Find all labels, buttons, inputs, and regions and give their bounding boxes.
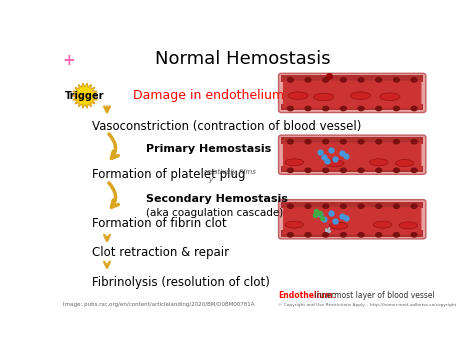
- FancyBboxPatch shape: [282, 230, 423, 237]
- Text: Formation of fibrin clot: Formation of fibrin clot: [92, 217, 227, 230]
- Text: Fibrinolysis (resolution of clot): Fibrinolysis (resolution of clot): [92, 276, 270, 289]
- Circle shape: [305, 233, 311, 237]
- Circle shape: [305, 140, 311, 144]
- Circle shape: [305, 78, 311, 82]
- FancyBboxPatch shape: [279, 135, 426, 174]
- Circle shape: [393, 78, 400, 82]
- Text: © Copyright and Use Restrictions Apply – http://homer.med.ualberta.ca/copyright: © Copyright and Use Restrictions Apply –…: [278, 303, 456, 306]
- Ellipse shape: [399, 222, 418, 229]
- Text: (aka coagulation cascade): (aka coagulation cascade): [146, 208, 283, 218]
- Text: Secondary Hemostasis: Secondary Hemostasis: [146, 194, 287, 204]
- Circle shape: [323, 140, 328, 144]
- FancyBboxPatch shape: [282, 75, 423, 82]
- Circle shape: [376, 78, 382, 82]
- Ellipse shape: [285, 159, 303, 166]
- Circle shape: [376, 233, 382, 237]
- Circle shape: [358, 204, 364, 208]
- Text: y: y: [208, 177, 212, 183]
- Circle shape: [287, 168, 293, 172]
- FancyBboxPatch shape: [282, 166, 423, 172]
- FancyBboxPatch shape: [279, 200, 426, 239]
- Ellipse shape: [374, 221, 392, 228]
- Circle shape: [393, 140, 400, 144]
- Circle shape: [305, 168, 311, 172]
- Circle shape: [287, 78, 293, 82]
- Circle shape: [411, 204, 417, 208]
- Ellipse shape: [288, 92, 308, 99]
- Text: +: +: [62, 53, 75, 68]
- FancyBboxPatch shape: [282, 104, 423, 110]
- Circle shape: [358, 78, 364, 82]
- Circle shape: [323, 233, 328, 237]
- Circle shape: [340, 78, 346, 82]
- Text: Primary Hemostasis: Primary Hemostasis: [146, 144, 271, 154]
- Text: Image: pubs.rsc.org/en/content/articlelanding/2020/BM/D0BM00781A: Image: pubs.rsc.org/en/content/articlela…: [63, 302, 255, 306]
- Circle shape: [393, 204, 400, 208]
- FancyBboxPatch shape: [283, 81, 421, 108]
- Circle shape: [393, 233, 400, 237]
- Circle shape: [340, 106, 346, 111]
- Circle shape: [340, 140, 346, 144]
- Circle shape: [376, 204, 382, 208]
- FancyBboxPatch shape: [282, 202, 423, 208]
- Circle shape: [287, 106, 293, 111]
- Text: Damage in endothelium: Damage in endothelium: [133, 89, 284, 102]
- Circle shape: [411, 78, 417, 82]
- Circle shape: [287, 233, 293, 237]
- Ellipse shape: [326, 160, 344, 167]
- Circle shape: [376, 168, 382, 172]
- Circle shape: [287, 204, 293, 208]
- Ellipse shape: [285, 221, 303, 228]
- FancyArrowPatch shape: [109, 183, 118, 207]
- Polygon shape: [72, 83, 98, 108]
- Text: innermost layer of blood vessel: innermost layer of blood vessel: [312, 291, 435, 300]
- Circle shape: [358, 140, 364, 144]
- Text: Endothelium:: Endothelium:: [278, 291, 336, 300]
- Circle shape: [411, 233, 417, 237]
- Circle shape: [340, 168, 346, 172]
- Circle shape: [340, 204, 346, 208]
- Ellipse shape: [370, 159, 388, 166]
- Circle shape: [323, 204, 328, 208]
- FancyBboxPatch shape: [283, 142, 421, 170]
- Ellipse shape: [350, 92, 371, 99]
- Ellipse shape: [380, 93, 400, 101]
- Text: Vasoconstriction (contraction of blood vessel): Vasoconstriction (contraction of blood v…: [92, 120, 362, 133]
- FancyBboxPatch shape: [279, 73, 426, 113]
- Circle shape: [358, 233, 364, 237]
- Ellipse shape: [395, 159, 414, 166]
- Circle shape: [393, 106, 400, 111]
- Circle shape: [411, 140, 417, 144]
- Circle shape: [358, 168, 364, 172]
- Circle shape: [305, 106, 311, 111]
- Circle shape: [305, 204, 311, 208]
- FancyArrowPatch shape: [109, 134, 118, 158]
- Circle shape: [323, 78, 328, 82]
- Text: Normal Hemostasis: Normal Hemostasis: [155, 50, 331, 68]
- Text: relatively films: relatively films: [204, 169, 256, 175]
- Circle shape: [323, 168, 328, 172]
- Ellipse shape: [329, 222, 347, 229]
- Text: Formation of platelet plug: Formation of platelet plug: [92, 169, 246, 181]
- Circle shape: [376, 106, 382, 111]
- Circle shape: [340, 233, 346, 237]
- FancyBboxPatch shape: [282, 137, 423, 143]
- Circle shape: [358, 106, 364, 111]
- Circle shape: [287, 140, 293, 144]
- Text: Clot retraction & repair: Clot retraction & repair: [92, 246, 229, 259]
- Circle shape: [411, 106, 417, 111]
- Circle shape: [323, 106, 328, 111]
- Circle shape: [411, 168, 417, 172]
- Text: Trigger: Trigger: [65, 91, 105, 101]
- Circle shape: [393, 168, 400, 172]
- Ellipse shape: [314, 93, 334, 101]
- Circle shape: [376, 140, 382, 144]
- FancyBboxPatch shape: [283, 207, 421, 235]
